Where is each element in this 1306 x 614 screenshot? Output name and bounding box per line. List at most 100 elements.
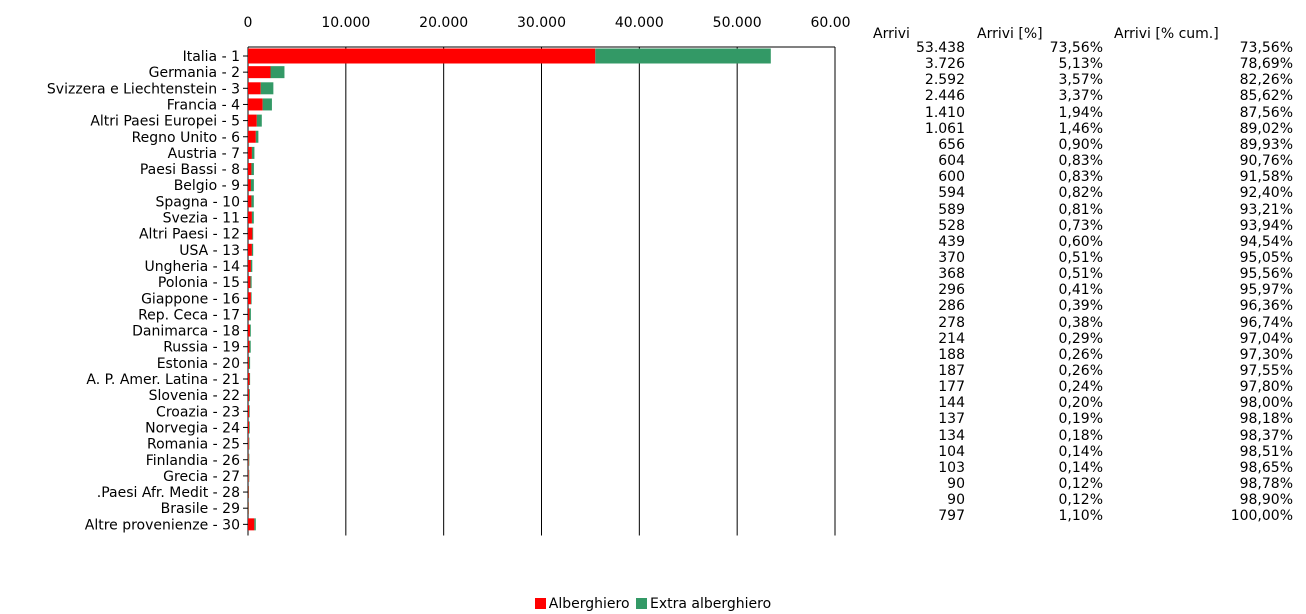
percent-cell: 0,51% <box>1058 249 1103 266</box>
cumulative-cell: 78,69% <box>1239 56 1293 73</box>
category-label: Polonia - 15 <box>158 275 240 291</box>
category-label: Svezia - 11 <box>163 211 240 227</box>
cumulative-cell: 100,00% <box>1230 508 1293 525</box>
arrivi-cell: 528 <box>938 217 965 234</box>
bar-alberghiero <box>248 82 261 95</box>
percent-cell: 1,10% <box>1058 508 1103 525</box>
arrivi-cell: 439 <box>938 233 965 250</box>
category-label: Giappone - 16 <box>141 291 240 307</box>
category-label: Spagna - 10 <box>156 194 240 210</box>
bar-extra-alberghiero <box>260 82 274 95</box>
bar-extra-alberghiero <box>250 292 252 305</box>
category-label: Austria - 7 <box>168 146 240 162</box>
arrivi-cell: 144 <box>938 395 965 412</box>
cumulative-cell: 96,36% <box>1239 298 1293 315</box>
bar-alberghiero <box>248 356 249 369</box>
bar-extra-alberghiero <box>248 356 251 369</box>
arrivi-cell: 137 <box>938 411 965 428</box>
bar-alberghiero <box>248 195 252 208</box>
table-row: 188 0,26% 97,30% <box>855 347 1295 363</box>
percent-cell: 0,20% <box>1058 395 1103 412</box>
cumulative-cell: 95,97% <box>1239 282 1293 299</box>
bar-alberghiero <box>248 163 252 176</box>
bar-extra-alberghiero <box>248 437 250 450</box>
bar-extra-alberghiero <box>270 66 285 79</box>
arrivi-cell: 2.446 <box>924 88 965 105</box>
arrivi-cell: 589 <box>938 201 965 218</box>
cumulative-cell: 95,56% <box>1239 266 1293 283</box>
category-label: Altri Paesi Europei - 5 <box>90 114 240 130</box>
bar-extra-alberghiero <box>262 98 272 111</box>
bar-alberghiero <box>248 518 255 531</box>
bar-extra-alberghiero <box>254 518 256 531</box>
legend-label-extra-alberghiero: Extra alberghiero <box>650 596 772 612</box>
bar-extra-alberghiero <box>256 114 262 127</box>
arrivi-cell: 797 <box>938 508 965 525</box>
percent-cell: 0,51% <box>1058 266 1103 283</box>
table-row: 2.592 3,57% 82,26% <box>855 72 1295 88</box>
category-label: Brasile - 29 <box>161 501 240 517</box>
bar-alberghiero <box>248 453 249 466</box>
bar-alberghiero <box>248 211 252 224</box>
arrivi-cell: 3.726 <box>924 56 965 73</box>
cumulative-cell: 89,93% <box>1239 136 1293 153</box>
stacked-bar-chart: 0 10.000 20.000 30.000 40.000 50.000 60.000 Ita… <box>47 15 850 536</box>
bar-alberghiero <box>248 259 251 272</box>
x-tick-label: 40.000 <box>615 15 664 31</box>
arrivi-cell: 187 <box>938 363 965 379</box>
bar-extra-alberghiero <box>251 211 254 224</box>
cumulative-cell: 98,37% <box>1239 427 1293 444</box>
cumulative-cell: 98,51% <box>1239 443 1293 460</box>
bar-extra-alberghiero <box>252 227 254 240</box>
category-label: Croazia - 23 <box>156 404 240 420</box>
bar-alberghiero <box>248 98 263 111</box>
table-row: 286 0,39% 96,36% <box>855 298 1295 314</box>
bar-extra-alberghiero <box>248 453 250 466</box>
bar-extra-alberghiero <box>249 405 250 418</box>
category-label: Altre provenienze - 30 <box>85 517 240 533</box>
arrivi-cell: 604 <box>938 153 965 170</box>
percent-cell: 0,82% <box>1058 185 1103 202</box>
bar-alberghiero <box>248 469 249 482</box>
chart-legend: Alberghiero Extra alberghiero <box>0 596 1306 614</box>
bar-extra-alberghiero <box>251 163 254 176</box>
category-label: Rep. Ceca - 17 <box>138 307 240 323</box>
bar-extra-alberghiero <box>248 469 250 482</box>
percent-cell: 0,24% <box>1058 379 1103 396</box>
percent-cell: 0,29% <box>1058 330 1103 347</box>
percent-cell: 0,18% <box>1058 427 1103 444</box>
arrivi-cell: 214 <box>938 330 965 347</box>
table-row: 1.410 1,94% 87,56% <box>855 105 1295 121</box>
bar-alberghiero <box>248 292 251 305</box>
category-label: Estonia - 20 <box>157 356 240 372</box>
percent-cell: 0,26% <box>1058 363 1103 379</box>
legend-item-alberghiero: Alberghiero <box>534 596 630 612</box>
bar-alberghiero <box>248 421 249 434</box>
category-label: Norvegia - 24 <box>145 420 240 436</box>
arrivi-cell: 286 <box>938 298 965 315</box>
x-tick-label: 30.000 <box>517 15 566 31</box>
cumulative-cell: 95,05% <box>1239 249 1293 266</box>
percent-cell: 0,60% <box>1058 233 1103 250</box>
arrivi-cell: 368 <box>938 266 965 283</box>
bar-extra-alberghiero <box>248 421 250 434</box>
percent-cell: 73,56% <box>1049 40 1103 56</box>
table-row: 90 0,12% 98,78% <box>855 476 1295 492</box>
arrivi-cell: 188 <box>938 346 965 363</box>
category-label: Francia - 4 <box>167 97 240 113</box>
bar-extra-alberghiero <box>248 502 249 515</box>
category-label: A. P. Amer. Latina - 21 <box>86 372 240 388</box>
bar-alberghiero <box>248 389 249 402</box>
bar-extra-alberghiero <box>255 130 259 143</box>
bar-extra-alberghiero <box>250 179 254 192</box>
table-row: 528 0,73% 93,94% <box>855 218 1295 234</box>
bar-extra-alberghiero <box>251 195 254 208</box>
table-row: 797 1,10% 100,00% <box>855 508 1295 524</box>
table-row: 214 0,29% 97,04% <box>855 331 1295 347</box>
percent-cell: 1,94% <box>1058 104 1103 121</box>
arrivi-cell: 1.061 <box>924 120 965 137</box>
percent-cell: 0,39% <box>1058 298 1103 315</box>
arrivi-cell: 594 <box>938 185 965 202</box>
table-row: 600 0,83% 91,58% <box>855 169 1295 185</box>
percent-cell: 3,37% <box>1058 88 1103 105</box>
